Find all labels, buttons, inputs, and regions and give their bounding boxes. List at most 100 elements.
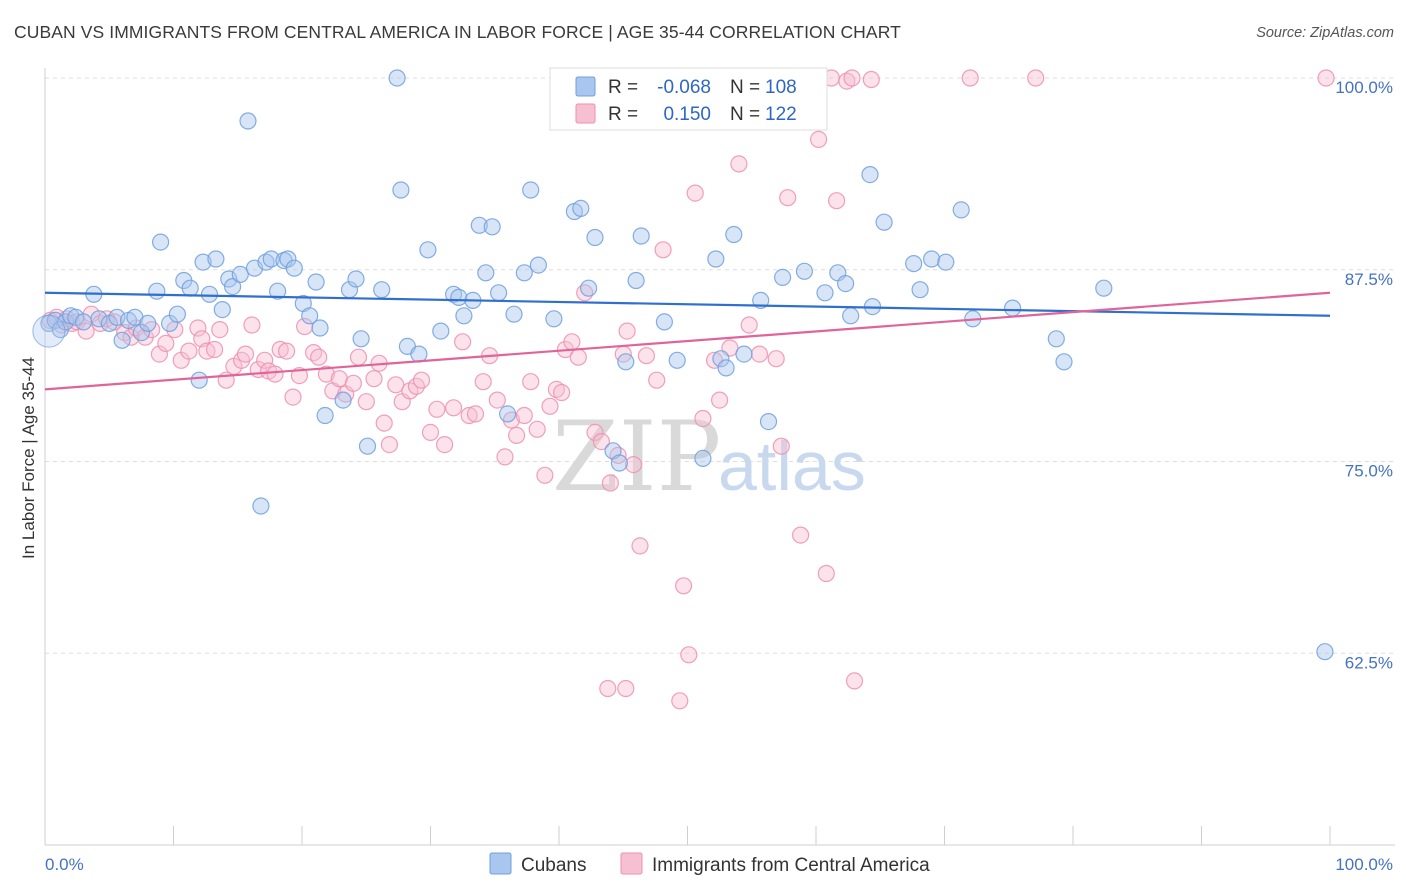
legend-n-label-2: N = — [730, 104, 760, 125]
central-america-point — [601, 474, 620, 492]
central-america-point — [357, 393, 375, 411]
cubans-point — [307, 273, 325, 291]
central-america-point — [522, 373, 540, 391]
cubans-point — [392, 181, 410, 199]
cubans-point — [905, 255, 923, 273]
central-america-point — [710, 391, 729, 409]
central-america-point — [365, 370, 383, 388]
central-america-point — [740, 316, 758, 334]
cubans-point — [181, 279, 199, 297]
cubans-point — [505, 305, 523, 323]
cubans-point — [74, 313, 93, 331]
central-america-point — [436, 436, 454, 454]
cubans-point — [759, 413, 778, 431]
y-tick-label: 62.5% — [1345, 653, 1393, 672]
cubans-point — [515, 264, 533, 282]
axes-layer — [44, 68, 1395, 846]
central-america-point — [779, 189, 797, 207]
cubans-point — [455, 307, 473, 325]
y-tick-label: 75.0% — [1345, 462, 1393, 481]
central-america-point — [631, 537, 649, 555]
central-america-point — [843, 69, 861, 87]
central-america-point — [488, 391, 506, 409]
cubans-point — [477, 264, 495, 282]
y-tick-label: 87.5% — [1345, 270, 1393, 289]
cubans-point — [1055, 353, 1073, 371]
central-america-point — [592, 433, 611, 451]
cubans-point — [269, 282, 287, 300]
central-america-point — [310, 348, 328, 366]
cubans-point — [347, 270, 365, 288]
central-america-point — [271, 340, 289, 359]
central-america-point — [466, 405, 485, 423]
central-america-point — [671, 692, 689, 710]
cubans-point — [627, 271, 645, 290]
cubans-point — [911, 281, 929, 299]
cubans-point — [579, 279, 598, 297]
cubans-point — [816, 284, 834, 302]
cubans-point — [352, 330, 370, 348]
central-america-point — [838, 72, 856, 90]
legend-n-label-1: N = — [730, 77, 760, 98]
central-america-point — [817, 564, 835, 583]
central-america-point — [344, 374, 362, 392]
central-america-point — [569, 348, 587, 366]
cubans-point — [224, 278, 242, 296]
central-america-point — [445, 399, 463, 417]
central-america-point — [730, 155, 748, 173]
cubans-point — [707, 250, 725, 268]
cubans-point — [712, 350, 730, 368]
cubans-point — [875, 213, 893, 231]
legend-box — [549, 67, 828, 131]
central-america-point — [256, 351, 274, 369]
central-america-point — [552, 383, 571, 402]
central-america-point — [375, 414, 393, 432]
central-america-point — [563, 333, 581, 351]
cubans-point — [1095, 279, 1113, 297]
central-america-point — [515, 406, 533, 425]
cubans-point — [190, 371, 208, 389]
central-america-point — [266, 365, 284, 383]
cubans-point — [262, 250, 280, 268]
legend-swatch-central-america — [575, 103, 596, 124]
central-america-point — [624, 456, 643, 474]
cubans-point — [311, 319, 329, 337]
x-tick-label: 0.0% — [45, 855, 84, 874]
central-america-point — [421, 423, 440, 441]
central-america-point — [528, 420, 546, 438]
central-america-point — [750, 345, 769, 363]
legend-swatch-cubans — [575, 76, 596, 97]
cubans-point — [735, 345, 753, 363]
central-america-point — [637, 347, 656, 365]
central-america-point — [547, 380, 566, 398]
legend-r-label-2: R = — [608, 104, 638, 125]
cubans-point — [301, 307, 319, 325]
cubans-point — [572, 199, 590, 217]
bottom-legend-label-central-america: Immigrants from Central America — [652, 855, 930, 876]
watermark: ZIP atlas — [552, 401, 866, 513]
cubans-point — [499, 405, 517, 423]
central-america-point — [541, 397, 559, 415]
cubans-point — [373, 281, 391, 299]
cubans-point — [937, 253, 955, 271]
cubans-point — [483, 218, 501, 236]
cubans-point — [952, 201, 970, 219]
central-america-point — [772, 437, 790, 455]
cubans-point — [773, 268, 792, 286]
cubans-point — [632, 227, 650, 245]
cubans-trend-line — [44, 291, 1331, 317]
cubans-point — [316, 406, 334, 425]
central-america-point — [648, 371, 666, 389]
central-america-point — [617, 679, 635, 698]
cubans-point — [610, 454, 629, 472]
cubans-point — [239, 112, 257, 130]
central-america-point — [243, 316, 261, 334]
cubans-point — [655, 313, 674, 331]
cubans-point — [1316, 643, 1334, 661]
legend: R = -0.068 N = 108 R = 0.150 N = 122 — [549, 67, 828, 131]
legend-r-value-1: -0.068 — [657, 77, 711, 98]
bottom-legend: Cubans Immigrants from Central America — [489, 852, 930, 876]
cubans-point — [231, 265, 249, 283]
cubans-point — [152, 233, 170, 251]
cubans-cluster-point — [32, 314, 66, 348]
